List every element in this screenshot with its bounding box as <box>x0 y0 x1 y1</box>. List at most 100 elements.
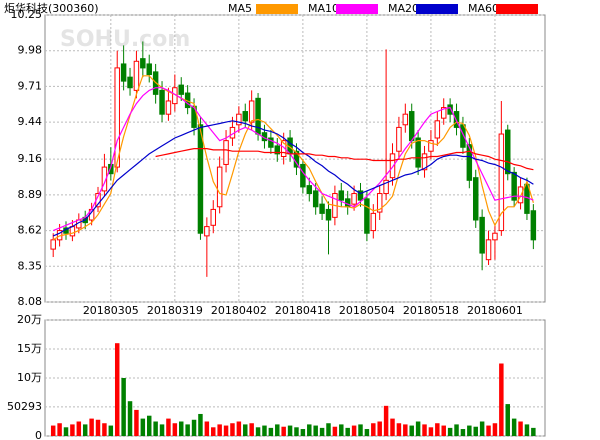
y-tick-label: 8.89 <box>18 188 43 201</box>
candle-body <box>312 190 319 208</box>
x-tick-label: 20180319 <box>147 304 203 317</box>
volume-bar <box>95 419 101 436</box>
candle-body <box>306 185 313 195</box>
candle-body <box>274 145 281 155</box>
volume-bar <box>243 424 248 436</box>
candle-body <box>440 107 447 119</box>
candle-body <box>165 100 172 115</box>
candle-body <box>383 179 389 195</box>
candle-body <box>210 208 216 226</box>
y-tick-label: 9.98 <box>18 44 43 57</box>
volume-bar <box>447 427 453 436</box>
volume-bar <box>230 423 235 436</box>
volume-bar <box>467 425 472 436</box>
candle-body <box>511 171 517 201</box>
x-tick-label: 20180305 <box>83 304 139 317</box>
candle-body <box>236 113 242 126</box>
y-tick-label: 20万 <box>17 313 42 326</box>
candle-body <box>325 208 332 221</box>
x-tick-label: 20180402 <box>211 304 267 317</box>
candle-body <box>421 153 428 171</box>
ma-line <box>155 148 534 171</box>
volume-bar <box>281 426 286 436</box>
volume-bar <box>345 427 350 436</box>
volume-bar <box>454 424 459 436</box>
candle-body <box>223 140 229 165</box>
volume-bar <box>486 425 491 436</box>
candle-body <box>466 144 473 181</box>
candle-body <box>472 177 479 221</box>
legend-label: MA60 <box>468 2 499 15</box>
y-tick-label: 15万 <box>17 342 42 355</box>
y-tick-label: 50293 <box>7 400 42 413</box>
volume-bar <box>383 405 389 436</box>
legend-swatch <box>256 4 298 14</box>
volume-bar <box>236 421 242 436</box>
y-tick-label: 10万 <box>17 371 42 384</box>
candle-body <box>242 111 249 122</box>
volume-bar <box>300 429 306 436</box>
candle-body <box>133 60 140 91</box>
volume-bar <box>390 418 395 436</box>
volume-bar <box>70 424 75 436</box>
legend-label: MA5 <box>228 2 252 15</box>
volume-bar <box>255 427 261 436</box>
volume-bar <box>511 418 517 436</box>
candle-body <box>178 84 184 95</box>
volume-bar <box>217 424 222 436</box>
volume-bar <box>403 424 408 436</box>
candle-body <box>428 140 434 152</box>
chart-title: 炬华科技(300360) <box>4 1 99 15</box>
volume-bar <box>82 424 88 436</box>
candle-body <box>120 63 127 82</box>
volume-bar <box>89 418 94 436</box>
candle-body <box>338 190 345 201</box>
x-tick-label: 20180601 <box>467 304 523 317</box>
volume-bar <box>422 424 427 436</box>
candle-body <box>370 212 377 232</box>
volume-bar <box>287 425 293 436</box>
volume-bar <box>377 421 382 436</box>
volume-bar <box>114 343 120 436</box>
volume-bar <box>524 424 530 436</box>
candle-body <box>364 198 370 234</box>
candle-body <box>146 63 152 76</box>
volume-bar <box>108 425 114 436</box>
volume-bar <box>166 418 171 436</box>
volume-bar <box>492 423 498 436</box>
candle-body <box>344 198 351 208</box>
volume-bar <box>179 421 184 436</box>
volume-bar <box>249 423 254 436</box>
volume-bar <box>428 427 434 436</box>
volume-bar <box>63 427 69 436</box>
volume-bar <box>339 424 344 436</box>
volume-bar <box>159 424 165 436</box>
volume-bar <box>172 423 178 436</box>
candle-body <box>319 203 325 214</box>
candle-body <box>376 193 383 213</box>
volume-bar <box>326 423 331 436</box>
candle-body <box>402 113 409 126</box>
y-tick-label: 9.16 <box>18 152 43 165</box>
volume-bar <box>211 427 216 436</box>
ma-line <box>52 120 534 237</box>
candle-body <box>408 111 415 142</box>
candle-body <box>357 190 364 201</box>
legend-swatch <box>336 4 378 14</box>
watermark: SOHU.com <box>60 27 190 52</box>
volume-bar <box>121 378 126 436</box>
legend-swatch <box>416 4 458 14</box>
volume-bar <box>294 427 299 436</box>
candle-body <box>204 226 210 237</box>
candle-body <box>216 166 223 208</box>
volume-bar <box>396 423 402 436</box>
y-tick-label: 9.71 <box>18 79 43 92</box>
y-tick-label: 8.08 <box>18 295 43 308</box>
volume-bar <box>307 424 312 436</box>
candle-body <box>108 163 114 175</box>
x-tick-label: 20180504 <box>339 304 395 317</box>
volume-bar <box>505 404 510 436</box>
volume-bar <box>262 425 267 436</box>
x-tick-label: 20180518 <box>403 304 459 317</box>
